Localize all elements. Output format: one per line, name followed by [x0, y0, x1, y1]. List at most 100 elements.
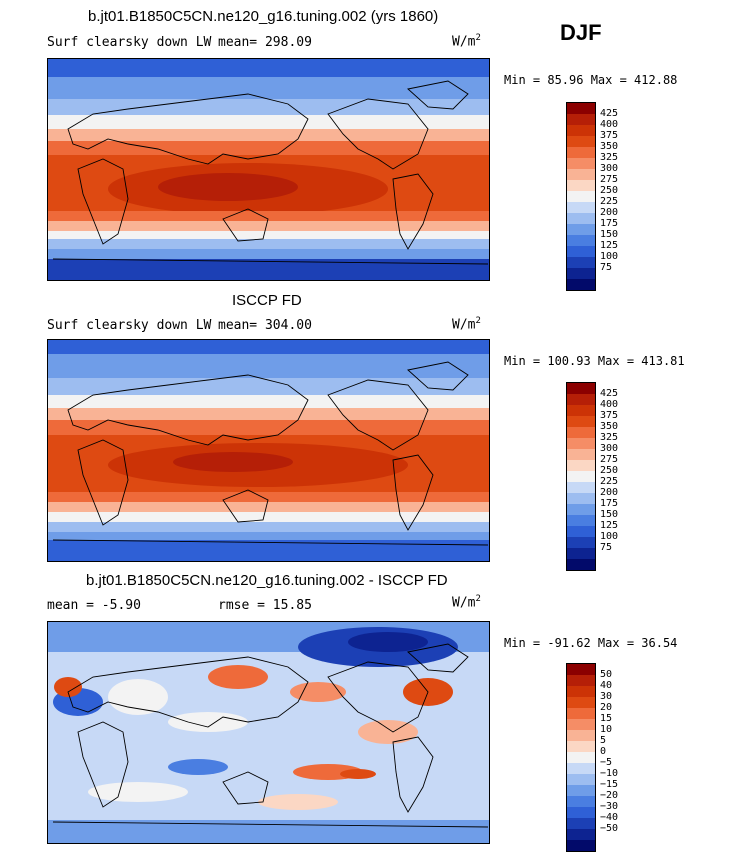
panel-1-swatch-4: [567, 136, 595, 147]
panel-2-cbar-label: 200: [600, 487, 619, 498]
panel-2-swatch-2: [567, 394, 595, 405]
panel-2-cbar-label: 275: [600, 454, 619, 465]
panel-1-swatch-5: [567, 147, 595, 158]
panel-2-units-exp: 2: [475, 316, 481, 326]
panel-1-units: W/m2: [452, 33, 481, 49]
panel-2-cbar-label: 250: [600, 465, 619, 476]
panel-1-swatch-14: [567, 246, 595, 257]
panel-1-cbar-label: 75: [600, 262, 613, 273]
panel-1-map-svg: [48, 59, 489, 280]
panel-3-map-svg: [48, 622, 489, 843]
panel-1-swatch-10: [567, 202, 595, 213]
panel-1-swatch-8: [567, 180, 595, 191]
panel-1-cbar-label: 375: [600, 130, 619, 141]
panel-3-cbar-label: 0: [600, 746, 607, 757]
panel-2-swatch-9: [567, 471, 595, 482]
panel-2-cbar-label: 225: [600, 476, 619, 487]
panel-1-cbar-label: 425: [600, 108, 619, 119]
panel-1-swatch-6: [567, 158, 595, 169]
panel-1-units-exp: 2: [475, 33, 481, 43]
panel-1-mean: mean= 298.09: [218, 35, 312, 50]
panel-3-cbar-label: −40: [600, 812, 619, 823]
panel-3-cbar-label: −10: [600, 768, 619, 779]
panel-3-swatch-14: [567, 807, 595, 818]
panel-2-cbar-label: 425: [600, 388, 619, 399]
panel-2-cbar-label: 400: [600, 399, 619, 410]
panel-1-cbar-label: 350: [600, 141, 619, 152]
panel-3-rmse: rmse = 15.85: [218, 598, 312, 613]
panel-3-swatch-7: [567, 730, 595, 741]
panel-1-swatch-3: [567, 125, 595, 136]
panel-1-cbar-label: 225: [600, 196, 619, 207]
panel-3-swatch-17: [567, 840, 595, 851]
panel-1-cbar-label: 175: [600, 218, 619, 229]
panel-1-cbar-label: 150: [600, 229, 619, 240]
panel-3-swatch-2: [567, 675, 595, 686]
panel-2-swatch-15: [567, 537, 595, 548]
panel-2-cbar-label: 100: [600, 531, 619, 542]
panel-2-mean: mean= 304.00: [218, 318, 312, 333]
panel-2-swatch-10: [567, 482, 595, 493]
panel-3-swatch-16: [567, 829, 595, 840]
panel-2-cbar-label: 375: [600, 410, 619, 421]
panel-2-swatch-17: [567, 559, 595, 570]
panel-2-map: [47, 339, 490, 562]
panel-3-title: b.jt01.B1850C5CN.ne120_g16.tuning.002 - …: [86, 572, 448, 589]
panel-3-swatch-1: [567, 664, 595, 675]
panel-3-cbar-label: −15: [600, 779, 619, 790]
panel-1-title: b.jt01.B1850C5CN.ne120_g16.tuning.002 (y…: [88, 8, 439, 25]
panel-3-swatch-4: [567, 697, 595, 708]
panel-1-cbar-label: 125: [600, 240, 619, 251]
panel-2-swatch-1: [567, 383, 595, 394]
panel-2-cbar-label: 300: [600, 443, 619, 454]
panel-1-minmax: Min = 85.96 Max = 412.88: [504, 73, 678, 87]
panel-1-cbar-label: 275: [600, 174, 619, 185]
panel-2-swatch-5: [567, 427, 595, 438]
panel-2-cbar-label: 75: [600, 542, 613, 553]
panel-3-cbar-label: 30: [600, 691, 613, 702]
panel-1-swatch-1: [567, 103, 595, 114]
panel-1-swatch-2: [567, 114, 595, 125]
panel-3-swatch-8: [567, 741, 595, 752]
panel-1-cbar-label: 400: [600, 119, 619, 130]
panel-1-cbar-label: 250: [600, 185, 619, 196]
panel-3-swatch-12: [567, 785, 595, 796]
panel-2-swatch-4: [567, 416, 595, 427]
panel-3-cbar-label: 15: [600, 713, 613, 724]
panel-2-swatch-8: [567, 460, 595, 471]
panel-2-swatch-12: [567, 504, 595, 515]
panel-3-cbar-label: −30: [600, 801, 619, 812]
panel-1-colorbar: [566, 102, 596, 291]
panel-2-colorbar: [566, 382, 596, 571]
panel-3-cbar-label: −50: [600, 823, 619, 834]
panel-3-swatch-15: [567, 818, 595, 829]
panel-2-swatch-7: [567, 449, 595, 460]
panel-2-swatch-3: [567, 405, 595, 416]
panel-3-units: W/m2: [452, 594, 481, 610]
panel-1-cbar-label: 100: [600, 251, 619, 262]
panel-3-cbar-label: 50: [600, 669, 613, 680]
panel-1-swatch-11: [567, 213, 595, 224]
panel-1-swatch-15: [567, 257, 595, 268]
panel-3-mean: mean = -5.90: [47, 598, 141, 613]
panel-3-swatch-10: [567, 763, 595, 774]
panel-3-units-base: W/m: [452, 595, 476, 611]
panel-2-map-svg: [48, 340, 489, 561]
panel-2-cbar-label: 325: [600, 432, 619, 443]
panel-3-swatch-11: [567, 774, 595, 785]
panel-3-cbar-label: 10: [600, 724, 613, 735]
panel-2-title: ISCCP FD: [232, 292, 302, 309]
panel-2-cbar-label: 125: [600, 520, 619, 531]
panel-1-swatch-12: [567, 224, 595, 235]
panel-3-cbar-label: −20: [600, 790, 619, 801]
panel-2-cbar-label: 350: [600, 421, 619, 432]
panel-3-swatch-5: [567, 708, 595, 719]
panel-1-swatch-17: [567, 279, 595, 290]
panel-2-units-base: W/m: [452, 317, 476, 333]
panel-2-minmax: Min = 100.93 Max = 413.81: [504, 354, 685, 368]
panel-2-cbar-label: 175: [600, 498, 619, 509]
panel-3-cbar-label: 20: [600, 702, 613, 713]
panel-1-swatch-16: [567, 268, 595, 279]
panel-1-variable: Surf clearsky down LW: [47, 35, 212, 50]
panel-3-units-exp: 2: [475, 594, 481, 604]
